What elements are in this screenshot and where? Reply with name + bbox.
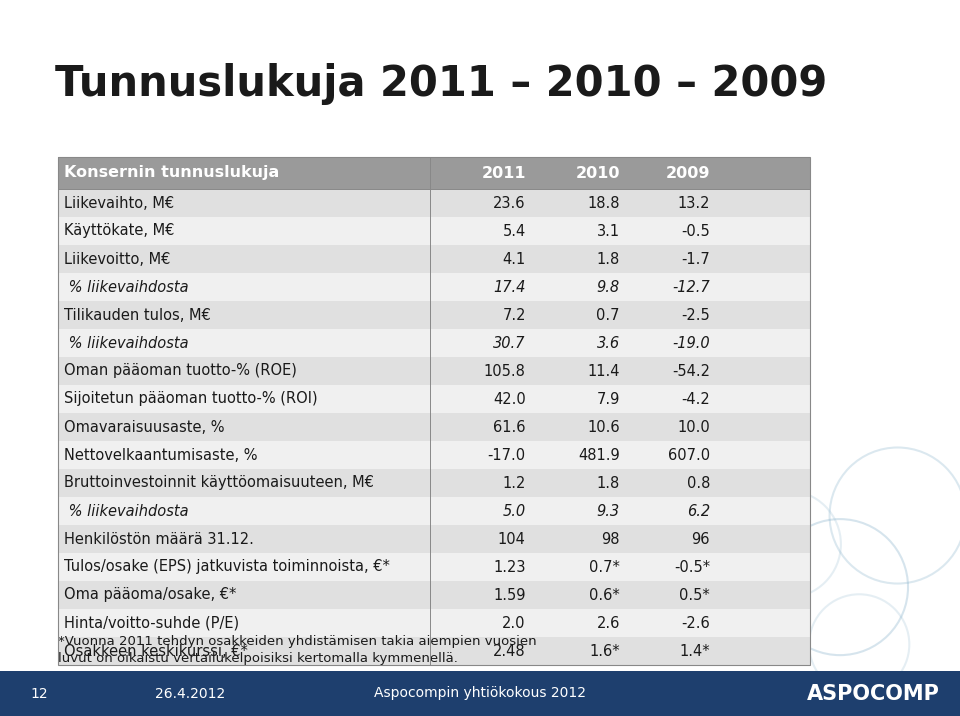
Text: Bruttoinvestoinnit käyttöomaisuuteen, M€: Bruttoinvestoinnit käyttöomaisuuteen, M€ [64, 475, 373, 490]
Text: -17.0: -17.0 [488, 448, 526, 463]
Bar [58, 581, 810, 609]
Text: 7.9: 7.9 [596, 392, 620, 407]
Text: 23.6: 23.6 [493, 195, 526, 211]
Text: Tilikauden tulos, M€: Tilikauden tulos, M€ [64, 307, 211, 322]
Bar [58, 497, 810, 525]
Text: Tulos/osake (EPS) jatkuvista toiminnoista, €*: Tulos/osake (EPS) jatkuvista toiminnoist… [64, 559, 390, 574]
Text: 1.6*: 1.6* [589, 644, 620, 659]
Text: -12.7: -12.7 [672, 279, 710, 294]
Text: 6.2: 6.2 [686, 503, 710, 518]
Text: 1.4*: 1.4* [680, 644, 710, 659]
Text: Käyttökate, M€: Käyttökate, M€ [64, 223, 175, 238]
Bar [58, 245, 810, 273]
Text: 2010: 2010 [575, 165, 620, 180]
Text: % liikevaihdosta: % liikevaihdosta [64, 503, 188, 518]
Text: 18.8: 18.8 [588, 195, 620, 211]
Text: 0.5*: 0.5* [680, 588, 710, 602]
Text: Omavaraisuusaste, %: Omavaraisuusaste, % [64, 420, 225, 435]
Bar [58, 637, 810, 665]
Text: Oma pääoma/osake, €*: Oma pääoma/osake, €* [64, 588, 236, 602]
Text: -54.2: -54.2 [672, 364, 710, 379]
Bar [58, 553, 810, 581]
Text: 0.6*: 0.6* [589, 588, 620, 602]
Bar [58, 357, 810, 385]
Bar [58, 157, 810, 189]
Text: Tunnuslukuja 2011 – 2010 – 2009: Tunnuslukuja 2011 – 2010 – 2009 [55, 63, 828, 105]
Text: 10.6: 10.6 [588, 420, 620, 435]
Text: -1.7: -1.7 [682, 251, 710, 266]
Text: -2.5: -2.5 [682, 307, 710, 322]
Bar [58, 469, 810, 497]
Text: % liikevaihdosta: % liikevaihdosta [64, 336, 188, 351]
Text: 0.8: 0.8 [686, 475, 710, 490]
Bar [0, 671, 960, 716]
Bar [58, 157, 810, 665]
Text: 1.23: 1.23 [493, 559, 526, 574]
Text: 1.8: 1.8 [596, 475, 620, 490]
Text: Nettovelkaantumisaste, %: Nettovelkaantumisaste, % [64, 448, 257, 463]
Bar [58, 441, 810, 469]
Text: 2009: 2009 [665, 165, 710, 180]
Text: 10.0: 10.0 [677, 420, 710, 435]
Text: 105.8: 105.8 [484, 364, 526, 379]
Text: 1.2: 1.2 [502, 475, 526, 490]
Text: 4.1: 4.1 [502, 251, 526, 266]
Text: 9.8: 9.8 [596, 279, 620, 294]
Text: -19.0: -19.0 [672, 336, 710, 351]
Text: -2.6: -2.6 [682, 616, 710, 631]
Bar [58, 413, 810, 441]
Bar [58, 273, 810, 301]
Text: Liikevoitto, M€: Liikevoitto, M€ [64, 251, 170, 266]
Text: 42.0: 42.0 [493, 392, 526, 407]
Text: Liikevaihto, M€: Liikevaihto, M€ [64, 195, 174, 211]
Bar [58, 385, 810, 413]
Text: 2011: 2011 [481, 165, 526, 180]
Text: 11.4: 11.4 [588, 364, 620, 379]
Text: -4.2: -4.2 [682, 392, 710, 407]
Text: ASPOCOMP: ASPOCOMP [807, 684, 940, 704]
Text: % liikevaihdosta: % liikevaihdosta [64, 279, 188, 294]
Text: 1.59: 1.59 [493, 588, 526, 602]
Text: 5.0: 5.0 [503, 503, 526, 518]
Text: 2.6: 2.6 [596, 616, 620, 631]
Text: 2.0: 2.0 [502, 616, 526, 631]
Text: 104: 104 [498, 531, 526, 546]
Text: 2.48: 2.48 [493, 644, 526, 659]
Text: 61.6: 61.6 [493, 420, 526, 435]
Text: 3.1: 3.1 [596, 223, 620, 238]
Text: 13.2: 13.2 [678, 195, 710, 211]
Text: 9.3: 9.3 [596, 503, 620, 518]
Text: 17.4: 17.4 [493, 279, 526, 294]
Text: Konsernin tunnuslukuja: Konsernin tunnuslukuja [64, 165, 279, 180]
Text: 7.2: 7.2 [502, 307, 526, 322]
Bar [58, 609, 810, 637]
Text: Henkilöstön määrä 31.12.: Henkilöstön määrä 31.12. [64, 531, 253, 546]
Text: 481.9: 481.9 [578, 448, 620, 463]
Text: -0.5*: -0.5* [674, 559, 710, 574]
Text: 26.4.2012: 26.4.2012 [155, 687, 226, 700]
Text: 0.7*: 0.7* [588, 559, 620, 574]
Text: 12: 12 [30, 687, 48, 700]
Text: 607.0: 607.0 [668, 448, 710, 463]
Text: 3.6: 3.6 [596, 336, 620, 351]
Text: 0.7: 0.7 [596, 307, 620, 322]
Text: Oman pääoman tuotto-% (ROE): Oman pääoman tuotto-% (ROE) [64, 364, 297, 379]
Bar [58, 301, 810, 329]
Bar [58, 189, 810, 217]
Text: 5.4: 5.4 [502, 223, 526, 238]
Text: Hinta/voitto-suhde (P/E): Hinta/voitto-suhde (P/E) [64, 616, 239, 631]
Bar [58, 217, 810, 245]
Text: *Vuonna 2011 tehdyn osakkeiden yhdistämisen takia aiempien vuosien
luvut on oika: *Vuonna 2011 tehdyn osakkeiden yhdistämi… [58, 635, 537, 665]
Bar [58, 525, 810, 553]
Text: 96: 96 [691, 531, 710, 546]
Text: 30.7: 30.7 [493, 336, 526, 351]
Text: 98: 98 [601, 531, 620, 546]
Text: Aspocompin yhtiökokous 2012: Aspocompin yhtiökokous 2012 [374, 687, 586, 700]
Text: -0.5: -0.5 [682, 223, 710, 238]
Bar [58, 329, 810, 357]
Text: 1.8: 1.8 [596, 251, 620, 266]
Text: Osakkeen keskikurssi, €*: Osakkeen keskikurssi, €* [64, 644, 248, 659]
Text: Sijoitetun pääoman tuotto-% (ROI): Sijoitetun pääoman tuotto-% (ROI) [64, 392, 318, 407]
